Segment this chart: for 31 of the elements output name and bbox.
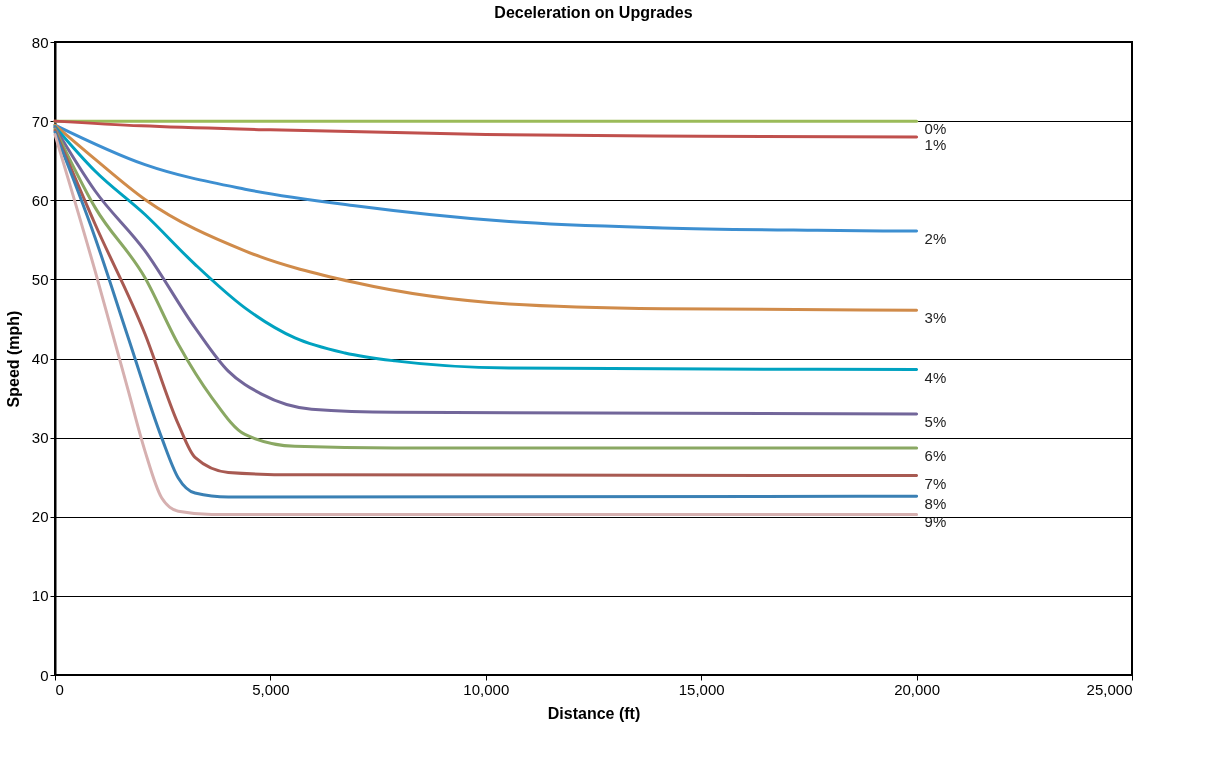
y-tick-label: 50 xyxy=(31,270,49,288)
series-label: 8% xyxy=(924,495,947,513)
line-series xyxy=(53,119,919,139)
series-label: 6% xyxy=(924,446,947,464)
series-label: 0% xyxy=(924,120,947,138)
line-series xyxy=(53,125,919,372)
series-label: 4% xyxy=(924,368,947,386)
y-tick-label: 20 xyxy=(31,508,49,526)
x-axis-title: Distance (ft) xyxy=(547,704,641,722)
y-tick-label: 80 xyxy=(31,33,49,51)
series-label: 5% xyxy=(924,412,947,430)
chart-title: Deceleration on Upgrades xyxy=(494,4,693,21)
y-tick-label: 30 xyxy=(31,429,49,447)
y-tick-label: 70 xyxy=(31,112,49,130)
y-axis-title: Speed (mph) xyxy=(4,310,22,408)
x-tick-label: 10,000 xyxy=(463,680,510,698)
y-tick-label: 40 xyxy=(31,350,49,367)
y-tick-label: 10 xyxy=(31,587,49,605)
y-tick-label: 60 xyxy=(31,191,49,209)
x-tick-label: 20,000 xyxy=(894,680,941,698)
series-label: 3% xyxy=(924,309,947,327)
y-tick-label: 0 xyxy=(40,666,49,684)
x-tick-label: 0 xyxy=(55,680,64,698)
x-tick-label: 5,000 xyxy=(252,680,290,698)
line-series xyxy=(53,123,919,312)
series-label: 9% xyxy=(924,513,947,531)
series-label: 1% xyxy=(924,135,947,153)
x-tick-label: 25,000 xyxy=(1086,680,1133,698)
x-tick-label: 15,000 xyxy=(678,680,725,698)
series-label: 2% xyxy=(924,230,947,248)
series-label: 7% xyxy=(924,474,947,492)
